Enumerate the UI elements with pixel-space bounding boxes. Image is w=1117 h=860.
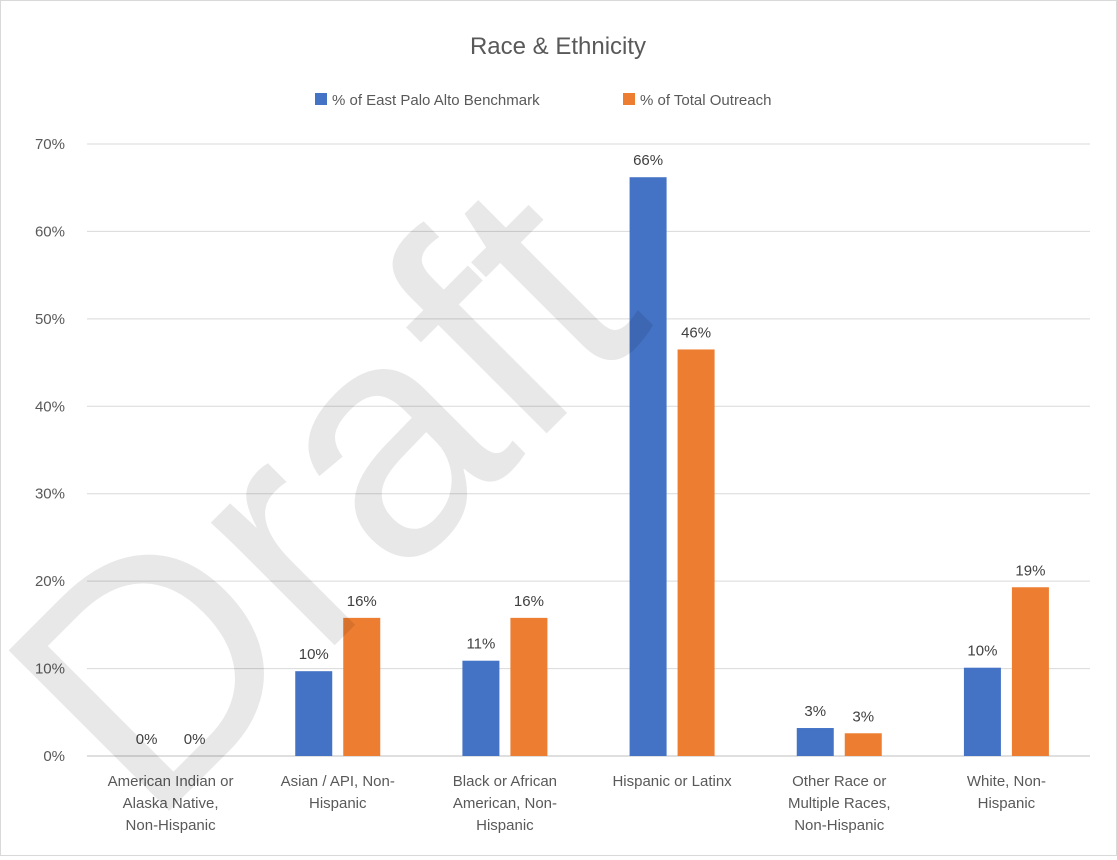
bar-outreach xyxy=(1011,587,1049,756)
data-label: 0% xyxy=(136,731,158,748)
bar-benchmark xyxy=(796,728,834,756)
bar-outreach xyxy=(510,617,548,756)
bar-outreach xyxy=(844,733,882,756)
bar-outreach xyxy=(343,617,381,756)
y-tick-label: 40% xyxy=(35,398,65,415)
bar-benchmark xyxy=(295,671,333,756)
data-label: 3% xyxy=(804,703,826,720)
y-axis: 0% 10% 20% 30% 40% 50% 60% 70% xyxy=(35,136,65,765)
x-category-label: Other Race or Multiple Races, Non-Hispanic xyxy=(788,773,891,834)
bar-benchmark xyxy=(462,660,500,756)
legend-label: % of East Palo Alto Benchmark xyxy=(332,92,540,109)
y-tick-label: 20% xyxy=(35,573,65,590)
x-category-label: Black or African American, Non-Hispanic xyxy=(453,773,557,834)
data-label: 3% xyxy=(852,708,874,725)
bar-benchmark xyxy=(963,667,1001,756)
y-tick-label: 10% xyxy=(35,661,65,678)
x-axis: American Indian or Alaska Native, Non-Hisp… xyxy=(108,773,1046,834)
gridlines xyxy=(87,143,1090,757)
data-label: 11% xyxy=(466,636,495,653)
data-label: 10% xyxy=(967,643,997,660)
bar-outreach xyxy=(677,349,715,756)
y-tick-label: 60% xyxy=(35,223,65,240)
x-category-label: Asian / API, Non-Hispanic xyxy=(281,773,395,812)
legend-label: % of Total Outreach xyxy=(640,92,771,109)
data-label: 66% xyxy=(633,152,663,169)
data-label: 16% xyxy=(347,593,377,610)
data-label: 0% xyxy=(184,731,206,748)
chart-title: Race & Ethnicity xyxy=(470,33,646,60)
data-label: 46% xyxy=(681,324,711,341)
y-tick-label: 30% xyxy=(35,486,65,503)
bar-benchmark xyxy=(629,177,667,757)
x-category-label: Hispanic or Latinx xyxy=(612,773,732,790)
legend-swatch xyxy=(315,93,327,105)
legend-swatch xyxy=(623,93,635,105)
legend: % of East Palo Alto Benchmark % of Total … xyxy=(315,92,771,109)
y-tick-label: 70% xyxy=(35,136,65,153)
y-tick-label: 50% xyxy=(35,311,65,328)
x-category-label: American Indian or Alaska Native, Non-Hisp… xyxy=(108,773,234,834)
data-label: 16% xyxy=(514,593,544,610)
y-tick-label: 0% xyxy=(43,748,65,765)
bars xyxy=(295,177,1049,757)
data-labels: 0% 0% 10% 16% 11% 16% 66% 46% 3% 3% 10% 19% xyxy=(136,152,1046,748)
x-category-label: White, Non-Hispanic xyxy=(967,773,1046,812)
data-label: 19% xyxy=(1015,562,1045,579)
data-label: 10% xyxy=(299,646,329,663)
